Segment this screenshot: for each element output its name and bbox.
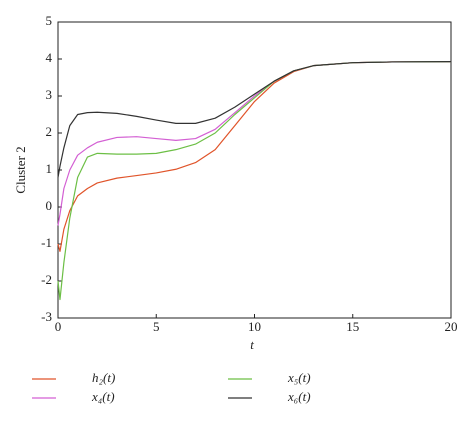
series-line bbox=[57, 60, 452, 178]
legend-label: h₂(t) bbox=[92, 370, 115, 385]
y-tick-label: 3 bbox=[46, 87, 53, 102]
x-tick-label: 20 bbox=[445, 319, 458, 334]
y-tick-label: -3 bbox=[41, 309, 52, 324]
x-axis-label: t bbox=[250, 337, 254, 352]
x-tick-label: 15 bbox=[346, 319, 359, 334]
series-line bbox=[57, 60, 452, 301]
x-tick-label: 5 bbox=[153, 319, 160, 334]
series-line bbox=[57, 60, 452, 226]
x-tick-label: 10 bbox=[248, 319, 261, 334]
y-tick-label: -2 bbox=[41, 272, 52, 287]
y-tick-label: 0 bbox=[46, 198, 53, 213]
y-tick-label: 5 bbox=[46, 13, 53, 28]
y-tick-label: 4 bbox=[46, 50, 53, 65]
legend-label: x₄(t) bbox=[91, 389, 115, 404]
plot-frame bbox=[57, 21, 452, 319]
y-tick-label: 1 bbox=[46, 161, 53, 176]
legend-label: x₅(t) bbox=[287, 370, 311, 385]
y-tick-label: -1 bbox=[41, 235, 52, 250]
y-tick-label: 2 bbox=[46, 124, 53, 139]
y-axis-label: Cluster 2 bbox=[13, 146, 28, 193]
x-tick-label: 0 bbox=[55, 319, 62, 334]
legend-label: x₆(t) bbox=[287, 389, 311, 404]
series-line bbox=[57, 60, 452, 252]
